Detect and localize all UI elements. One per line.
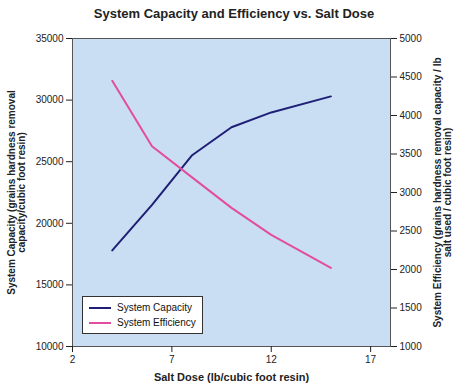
svg-text:10000: 10000 <box>36 341 64 352</box>
svg-text:1000: 1000 <box>400 341 423 352</box>
svg-text:12: 12 <box>266 354 278 365</box>
html-text:System Efficiency: System Efficiency <box>117 317 196 328</box>
svg-text:3500: 3500 <box>400 148 423 159</box>
svg-text:35000: 35000 <box>36 33 64 44</box>
svg-text:1500: 1500 <box>400 302 423 313</box>
svg-text:30000: 30000 <box>36 94 64 105</box>
svg-text:25000: 25000 <box>36 156 64 167</box>
svg-text:Salt Dose (lb/cubic foot resin: Salt Dose (lb/cubic foot resin) <box>154 371 310 383</box>
html-text:System Capacity and Efficiency: System Capacity and Efficiency vs. Salt … <box>93 6 375 21</box>
svg-text:5000: 5000 <box>400 33 423 44</box>
svg-text:17: 17 <box>365 354 377 365</box>
svg-text:7: 7 <box>169 354 175 365</box>
svg-text:3000: 3000 <box>400 187 423 198</box>
html-text:System Capacity: System Capacity <box>117 302 192 313</box>
svg-text:15000: 15000 <box>36 279 64 290</box>
svg-text:System Capacity (grains hardne: System Capacity (grains hardness removal… <box>6 90 27 295</box>
svg-text:4500: 4500 <box>400 71 423 82</box>
svg-text:2000: 2000 <box>400 264 423 275</box>
svg-text:20000: 20000 <box>36 218 64 229</box>
svg-text:2500: 2500 <box>400 225 423 236</box>
svg-text:4000: 4000 <box>400 110 423 121</box>
svg-text:2: 2 <box>70 354 76 365</box>
svg-text:System Efficiency (grains hard: System Efficiency (grains hardness remov… <box>432 57 453 327</box>
